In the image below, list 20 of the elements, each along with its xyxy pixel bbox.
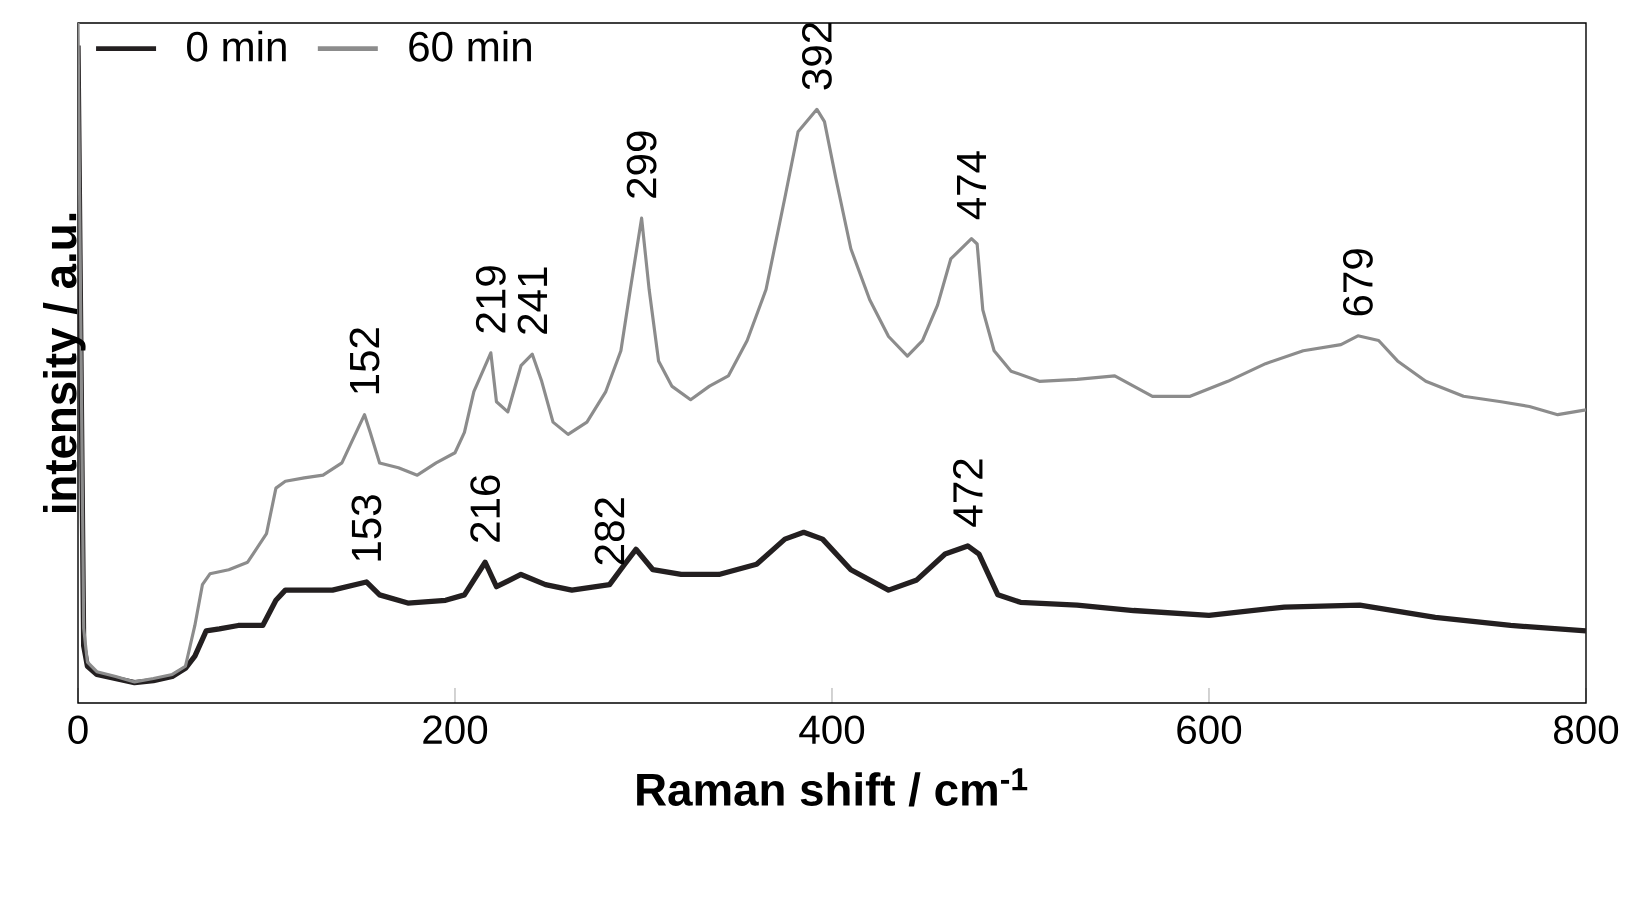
legend-label: 0 min <box>187 30 286 62</box>
annotation: 153 <box>351 495 382 561</box>
annotation: 299 <box>626 131 657 198</box>
x-tick-label: 200 <box>423 715 488 745</box>
annotation: 152 <box>349 328 380 394</box>
x-tick-label: 400 <box>799 715 865 745</box>
x-tick-label: 800 <box>1554 715 1619 745</box>
annotation: 282 <box>594 498 625 565</box>
annotation: 219 <box>475 266 506 333</box>
annotation: 474 <box>957 151 986 220</box>
x-tick-label: 0 <box>68 715 88 745</box>
x-axis-title: Raman shift / cm$^{-1}$ <box>637 768 1028 807</box>
annotation: 679 <box>1343 249 1373 316</box>
annotation: 392 <box>802 22 832 90</box>
annotation: 472 <box>953 459 983 527</box>
x-tick-label: 600 <box>1177 715 1242 745</box>
annotation: 216 <box>470 475 501 542</box>
legend-label: 60 min <box>409 30 531 62</box>
annotation: 241 <box>517 267 548 334</box>
y-axis-title: intensity / a.u. <box>42 213 86 513</box>
